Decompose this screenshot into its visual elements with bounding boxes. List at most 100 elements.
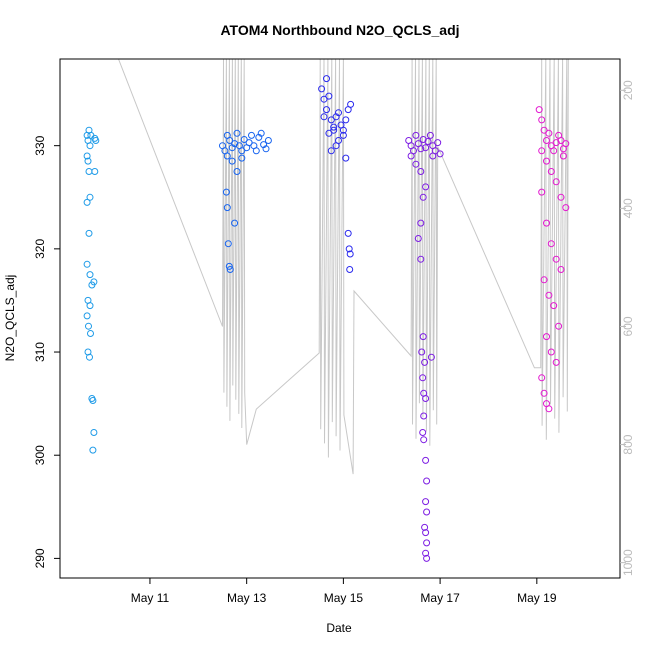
altitude-line [118, 58, 569, 475]
data-point [427, 353, 435, 361]
data-point [339, 126, 347, 134]
data-point [325, 129, 333, 137]
data-point [233, 129, 241, 137]
data-point [424, 138, 432, 145]
data-point [422, 549, 430, 557]
data-point [555, 322, 563, 330]
plot-frame [59, 58, 621, 579]
data-point [422, 144, 430, 152]
data-point [538, 188, 546, 196]
data-point [85, 322, 92, 330]
series-flight-1 [83, 126, 100, 454]
data-point [323, 75, 330, 83]
data-point [552, 178, 560, 186]
series-flight-5 [535, 106, 570, 413]
data-point [335, 109, 342, 117]
data-point [240, 136, 248, 143]
data-point [231, 219, 239, 227]
data-point [421, 523, 429, 531]
data-point [417, 219, 425, 227]
data-point [419, 193, 427, 201]
data-point [419, 429, 427, 436]
data-point [540, 276, 548, 284]
points-layer [83, 75, 570, 562]
data-point [547, 348, 555, 356]
series-flight-3 [318, 75, 355, 273]
data-point [222, 188, 230, 196]
data-point [423, 508, 431, 516]
data-point [559, 152, 567, 160]
data-point [226, 137, 234, 144]
data-point [264, 137, 272, 144]
data-point [91, 168, 99, 175]
data-point [543, 157, 550, 165]
data-point [545, 405, 553, 413]
data-point [417, 145, 425, 153]
data-point [83, 198, 91, 206]
data-point [420, 412, 428, 420]
data-point [223, 152, 231, 160]
y-axis-right: 200 400 600 800 1000 [620, 80, 635, 576]
data-point [89, 397, 97, 404]
data-point [347, 100, 355, 108]
data-point [320, 113, 328, 121]
data-point [538, 147, 546, 155]
y-axis-label: N2O_QCLS_adj [3, 275, 17, 362]
data-point [550, 302, 558, 310]
data-point [233, 168, 241, 175]
data-point [543, 333, 550, 341]
data-point [83, 312, 91, 320]
y-right-tick-label: 200 [621, 80, 635, 100]
y-tick-label: 290 [33, 548, 47, 568]
series-flight-2 [219, 129, 272, 273]
data-point [262, 145, 270, 153]
data-point [318, 85, 326, 93]
data-point [90, 278, 98, 286]
x-tick-label: May 15 [324, 591, 364, 605]
data-point [83, 260, 91, 268]
data-point [550, 147, 558, 155]
data-point [557, 266, 565, 273]
data-point [86, 353, 93, 361]
data-point [423, 554, 431, 562]
data-point [85, 229, 93, 237]
data-point [342, 154, 350, 162]
data-point [320, 95, 328, 103]
data-point [557, 137, 565, 144]
y-right-tick-label: 600 [621, 316, 635, 336]
x-tick-label: May 17 [420, 591, 460, 605]
data-point [252, 147, 260, 155]
data-point [538, 116, 546, 124]
data-point [238, 147, 246, 155]
data-point [86, 193, 94, 201]
data-point [423, 539, 431, 547]
y-tick-label: 320 [33, 239, 47, 259]
data-point [342, 116, 350, 124]
y-axis: 290 300 310 320 330 [33, 135, 60, 568]
y-tick-label: 310 [33, 342, 47, 362]
y-right-tick-label: 1000 [621, 549, 635, 576]
data-point [339, 131, 347, 139]
chart-title: ATOM4 Northbound N2O_QCLS_adj [220, 22, 459, 38]
x-tick-label: May 11 [131, 591, 170, 605]
data-point [545, 129, 553, 137]
data-point [422, 529, 430, 537]
data-point [423, 477, 431, 485]
data-point [330, 123, 338, 131]
data-point [547, 168, 555, 175]
data-point [412, 131, 420, 139]
data-point [414, 235, 422, 242]
data-point [545, 291, 553, 299]
data-point [557, 193, 565, 201]
x-tick-label: May 19 [517, 591, 557, 605]
data-point [83, 152, 91, 160]
y-right-tick-label: 400 [621, 198, 635, 218]
data-point [434, 139, 442, 147]
data-point [224, 240, 232, 248]
data-point [540, 126, 548, 134]
data-point [327, 116, 335, 124]
data-point [223, 204, 231, 212]
data-point [345, 245, 353, 253]
